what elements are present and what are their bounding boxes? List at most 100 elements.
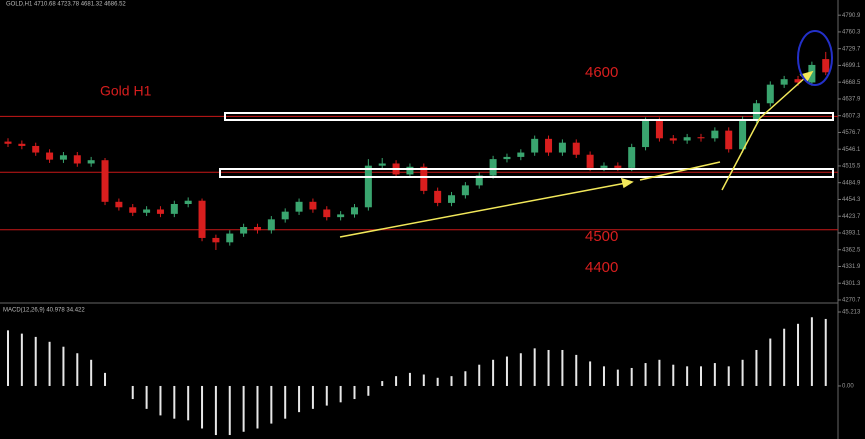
macd-bar xyxy=(34,336,37,386)
candle-body xyxy=(558,142,566,153)
candle-body xyxy=(253,226,261,231)
candle-body xyxy=(780,79,788,85)
y-tick-label: 4331.9 xyxy=(842,264,861,270)
candle-body xyxy=(503,156,511,160)
y-tick-label: 4393.1 xyxy=(842,231,861,237)
macd-bar xyxy=(769,338,772,386)
y-tick-label: 4790.9 xyxy=(842,13,861,19)
candle-body xyxy=(489,159,497,176)
macd-bar xyxy=(547,349,550,386)
candle-body xyxy=(87,160,95,164)
macd-bar xyxy=(797,323,800,386)
macd-bar xyxy=(104,372,107,386)
y-tick-label: 4668.5 xyxy=(842,80,861,86)
macd-bar xyxy=(727,366,730,386)
annotation: 4500 xyxy=(585,228,618,245)
candle-body xyxy=(323,209,331,218)
macd-bar xyxy=(173,385,176,419)
candle-body xyxy=(586,154,594,168)
macd-bar xyxy=(298,385,301,413)
macd-bar xyxy=(62,346,65,386)
macd-bar xyxy=(713,363,716,386)
candle-body xyxy=(628,147,636,168)
candle-body xyxy=(129,207,137,213)
macd-bar xyxy=(644,363,647,386)
candle-body xyxy=(170,204,178,214)
macd-bar xyxy=(686,366,689,386)
macd-bar xyxy=(284,385,287,419)
candle-body xyxy=(766,84,774,104)
macd-bar xyxy=(810,317,813,386)
candle-body xyxy=(711,130,719,139)
candle-body xyxy=(101,160,109,202)
macd-bar xyxy=(214,385,217,436)
y-tick-label: 4270.7 xyxy=(842,298,861,304)
macd-bar xyxy=(422,374,425,386)
macd-bar xyxy=(7,330,9,386)
chart-header: GOLD,H1 4710.68 4723.78 4681.32 4686.52 xyxy=(6,2,126,8)
candle-body xyxy=(642,120,650,148)
zone-box xyxy=(219,168,834,178)
annotation: 4600 xyxy=(585,64,618,81)
candle-body xyxy=(226,233,234,243)
candle-body xyxy=(46,152,54,160)
macd-bar xyxy=(76,353,79,386)
y-tick-label: 4423.7 xyxy=(842,214,861,220)
candle-body xyxy=(517,152,525,157)
candle-body xyxy=(115,201,123,208)
y-tick-label: 4362.5 xyxy=(842,247,861,253)
candle-body xyxy=(184,200,192,204)
macd-bar xyxy=(436,377,439,386)
candle-body xyxy=(212,237,220,243)
macd-bar xyxy=(700,366,702,386)
macd-bar xyxy=(159,385,162,416)
candle-body xyxy=(448,195,456,203)
candle-body xyxy=(600,165,608,168)
candle-body xyxy=(18,143,26,146)
macd-bar xyxy=(187,385,190,421)
candle-body xyxy=(4,141,12,144)
macd-bar xyxy=(228,385,231,436)
candle-body xyxy=(669,138,677,141)
macd-bar xyxy=(505,356,508,386)
y-tick-label: 4607.3 xyxy=(842,113,861,119)
macd-bar xyxy=(824,318,827,386)
macd-bar xyxy=(783,328,786,386)
macd-bar xyxy=(464,371,467,386)
candle-body xyxy=(697,137,705,139)
candle-body xyxy=(240,226,248,234)
y-tick-label: 4454.3 xyxy=(842,197,861,203)
candle-body xyxy=(267,219,275,231)
macd-bar xyxy=(575,354,578,386)
macd-bar xyxy=(533,348,536,386)
candle-body xyxy=(295,201,303,212)
annotation: 4400 xyxy=(585,259,618,276)
macd-bar xyxy=(242,385,245,432)
macd-bar xyxy=(450,376,453,386)
y-tick-label: 4515.5 xyxy=(842,164,861,170)
y-tick-label: 4637.9 xyxy=(842,97,861,103)
candle-body xyxy=(198,200,206,238)
candle-body xyxy=(378,163,386,166)
y-tick-label: 4729.7 xyxy=(842,46,861,52)
macd-bar xyxy=(741,359,744,386)
y-tick-label: 4576.7 xyxy=(842,130,861,136)
highlight-circle xyxy=(797,30,833,86)
candle-body xyxy=(794,79,802,83)
macd-bar xyxy=(311,385,314,409)
macd-bar xyxy=(20,333,23,386)
trend-arrows xyxy=(339,70,814,238)
candle-body xyxy=(461,185,469,196)
macd-bar xyxy=(256,385,259,429)
y-tick-label: 4484.9 xyxy=(842,180,861,186)
macd-bar xyxy=(602,366,605,386)
macd-bar xyxy=(408,372,411,386)
macd-bar xyxy=(395,376,398,386)
macd-bar xyxy=(90,359,93,386)
candle-body xyxy=(475,175,483,186)
candle-body xyxy=(752,103,760,120)
macd-bar xyxy=(630,367,633,386)
macd-bar xyxy=(561,349,564,386)
candle-body xyxy=(545,138,553,153)
